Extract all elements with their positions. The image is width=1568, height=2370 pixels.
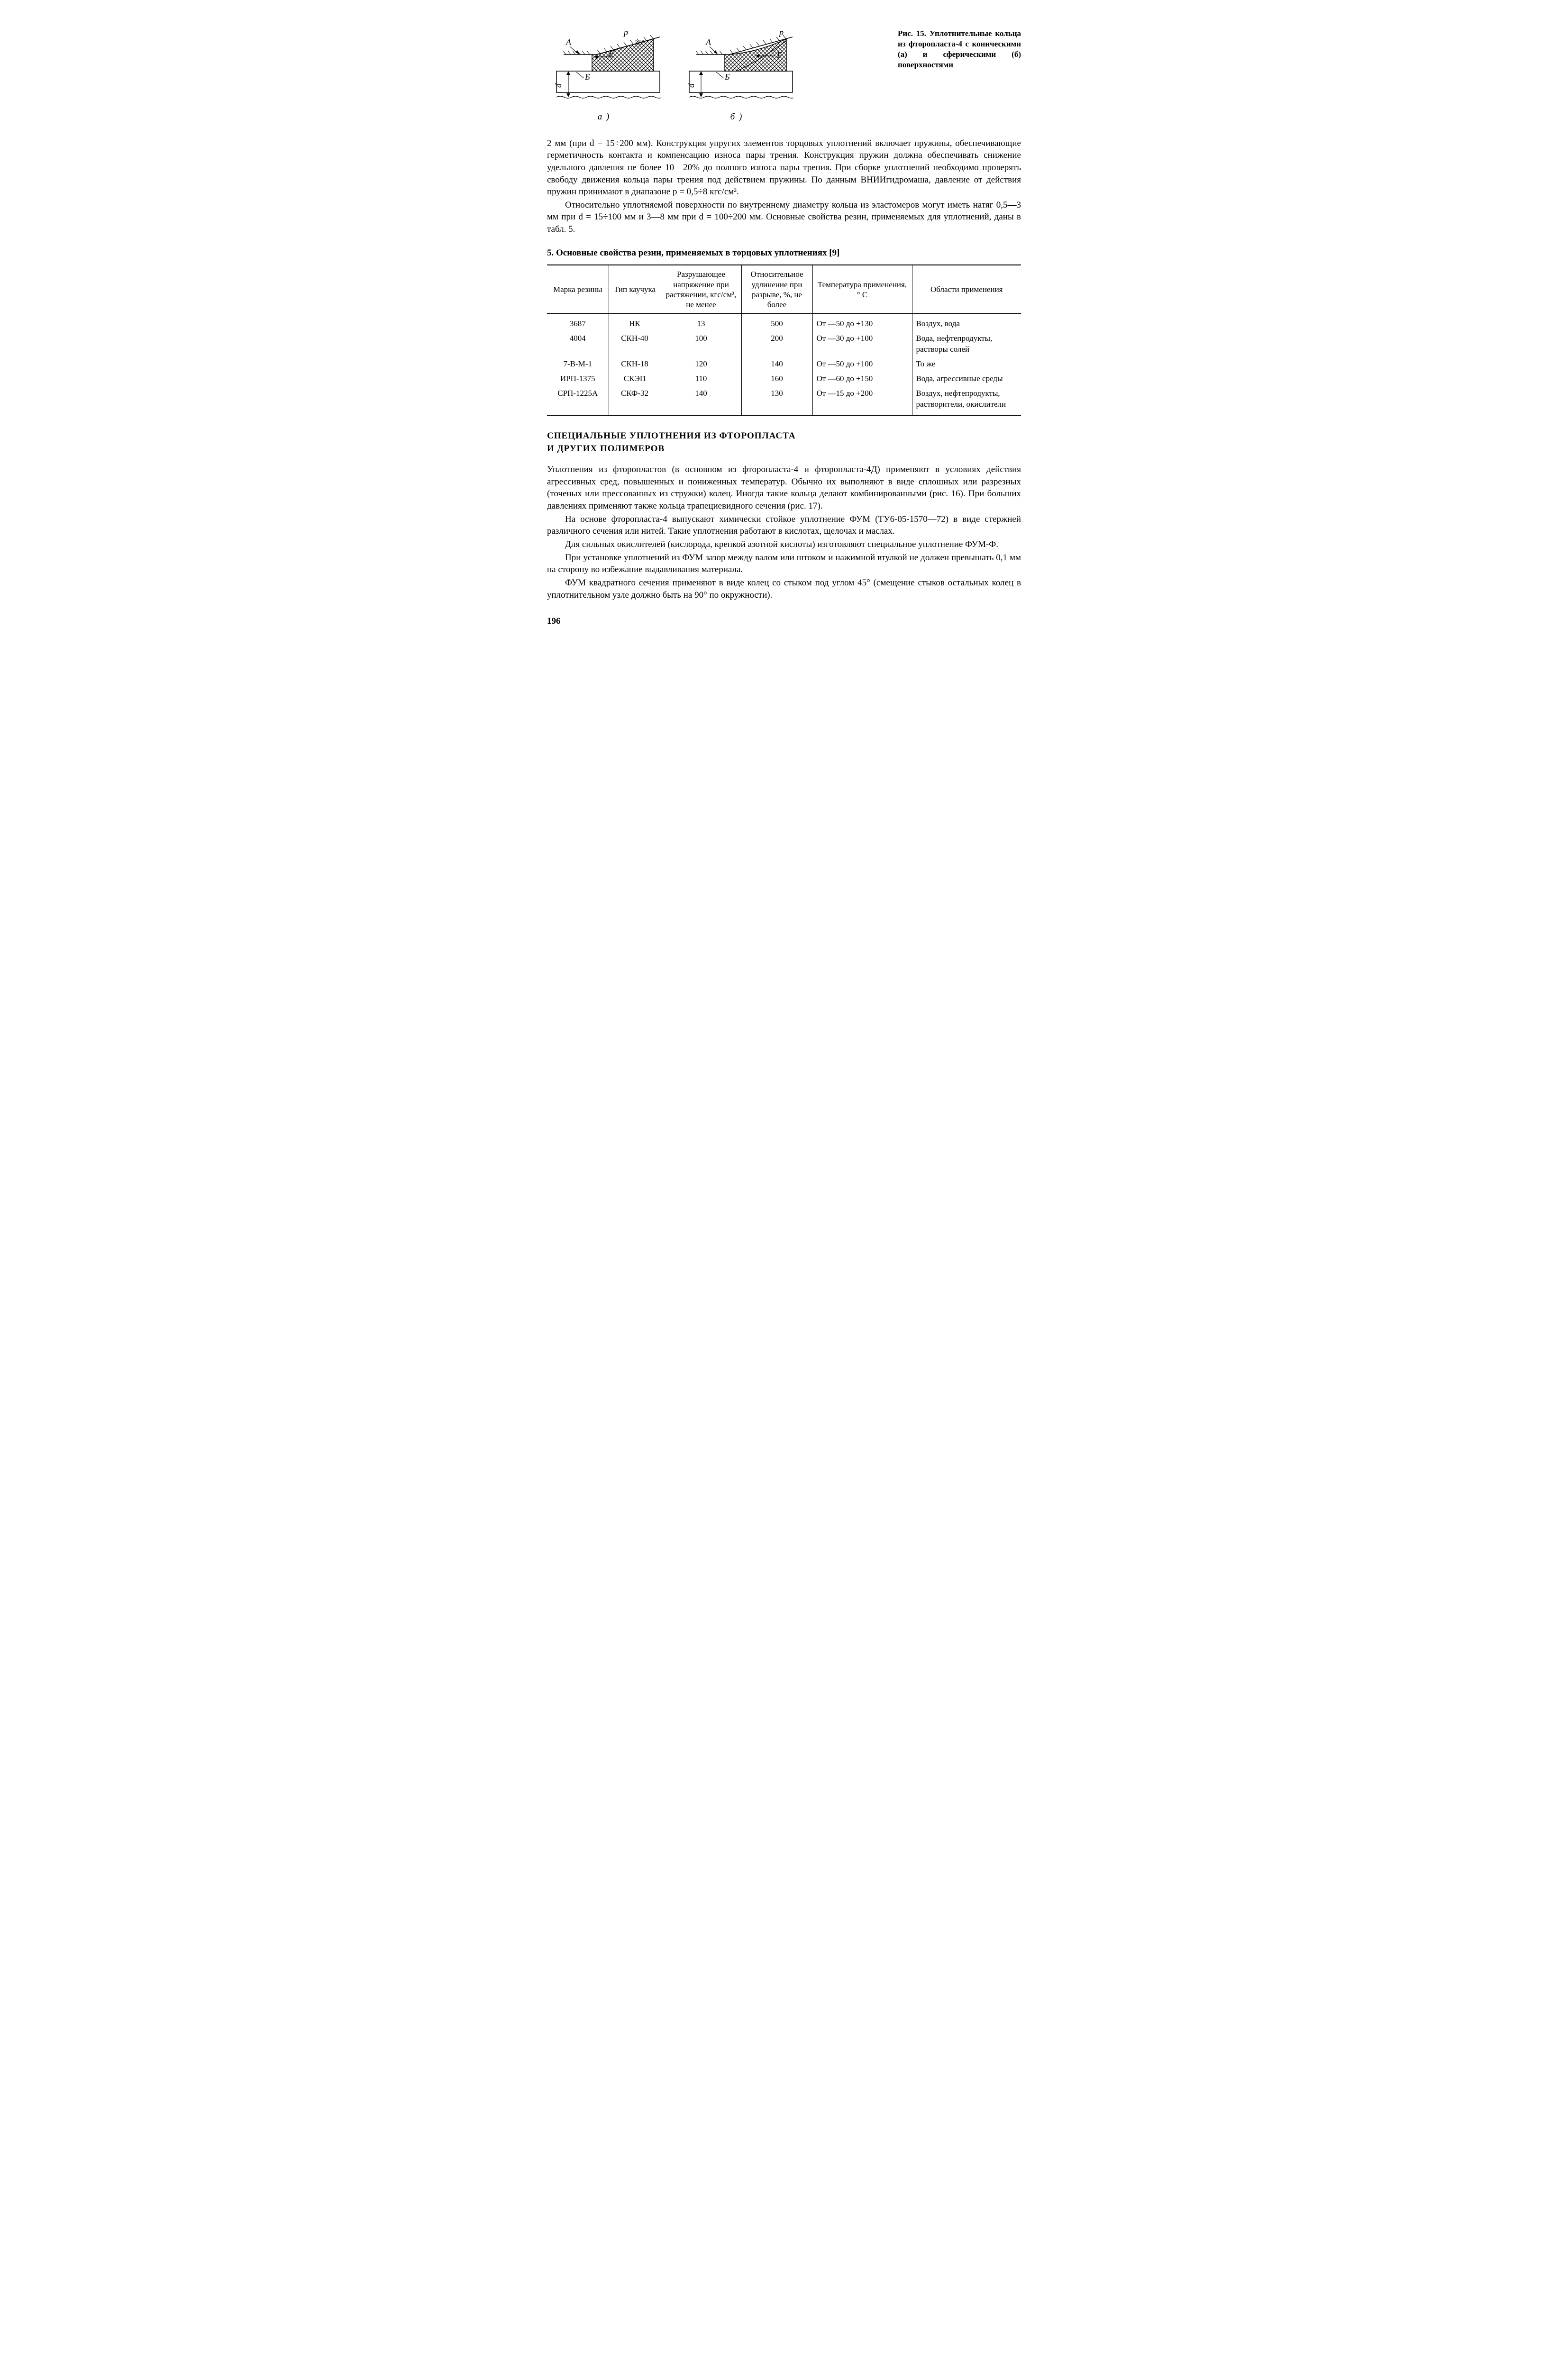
body-paragraph-2: Относительно уплотняемой поверхности по … [547,199,1021,236]
table-cell: 130 [741,386,812,415]
page-number: 196 [547,615,1021,628]
figure-diagram-pair: A p 30° F Б d а ) [547,28,888,123]
section-heading-line1: СПЕЦИАЛЬНЫЕ УПЛОТНЕНИЯ ИЗ ФТОРОПЛАСТА [547,431,796,441]
table-cell: 140 [741,357,812,372]
diagram-a-label: а ) [547,111,661,123]
section-heading-line2: И ДРУГИХ ПОЛИМЕРОВ [547,444,665,454]
table-header-row: Марка резиныТип каучукаРазрушающее напря… [547,265,1021,314]
table-cell: 200 [741,331,812,357]
table-cell: ИРП-1375 [547,372,609,386]
table-col-header: Тип каучука [609,265,661,314]
svg-text:d: d [554,83,563,88]
table-row: 4004СКН-40100200От —30 до +100Вода, нефт… [547,331,1021,357]
table-cell: 3687 [547,314,609,331]
table-cell: Воздух, нефтепродукты, растворители, оки… [912,386,1021,415]
figure-15: A p 30° F Б d а ) [547,28,1021,123]
table-cell: 100 [661,331,741,357]
table-cell: То же [912,357,1021,372]
table-col-header: Разрушающее напряжение при растяжении, к… [661,265,741,314]
table-cell: 110 [661,372,741,386]
table-cell: От —50 до +100 [812,357,912,372]
table-row: 3687НК13500От —50 до +130Воздух, вода [547,314,1021,331]
table-row: СРП-1225АСКФ-32140130От —15 до +200Возду… [547,386,1021,415]
svg-text:Б: Б [724,72,730,82]
diagram-b: A p F Б d б ) [680,28,793,123]
section-paragraph-5: ФУМ квадратного сечения применяют в виде… [547,577,1021,601]
table-cell: СКФ-32 [609,386,661,415]
svg-text:p: p [778,28,784,37]
svg-text:A: A [565,37,572,47]
table-col-header: Температура применения, ° С [812,265,912,314]
table-cell: Воздух, вода [912,314,1021,331]
table-cell: СРП-1225А [547,386,609,415]
svg-text:Б: Б [584,72,590,82]
table-col-header: Области применения [912,265,1021,314]
table-cell: От —30 до +100 [812,331,912,357]
svg-text:p: p [623,28,628,37]
figure-caption: Рис. 15. Уплотнительные кольца из фтороп… [898,28,1021,70]
svg-text:30°: 30° [635,39,645,47]
table-cell: СКН-40 [609,331,661,357]
table-cell: 13 [661,314,741,331]
table-cell: 120 [661,357,741,372]
table-row: ИРП-1375СКЭП110160От —60 до +150Вода, аг… [547,372,1021,386]
table-cell: От —15 до +200 [812,386,912,415]
table-row: 7-В-М-1СКН-18120140От —50 до +100То же [547,357,1021,372]
section-paragraph-3: Для сильных окислителей (кислорода, креп… [547,538,1021,551]
table-cell: 500 [741,314,812,331]
table-cell: 160 [741,372,812,386]
table-col-header: Относительное удлинение при разрыве, %, … [741,265,812,314]
svg-text:F: F [776,50,783,60]
section-paragraph-1: Уплотнения из фторопластов (в основном и… [547,464,1021,512]
section-heading: СПЕЦИАЛЬНЫЕ УПЛОТНЕНИЯ ИЗ ФТОРОПЛАСТА И … [547,430,1021,455]
svg-text:A: A [705,37,711,47]
section-paragraph-2: На основе фторопласта-4 выпускают химиче… [547,513,1021,538]
figure-caption-prefix: Рис. 15. [898,29,926,38]
svg-text:F: F [608,48,614,58]
table-cell: 140 [661,386,741,415]
svg-text:d: d [686,83,696,88]
table-cell: СКЭП [609,372,661,386]
table-cell: 4004 [547,331,609,357]
table-cell: От —50 до +130 [812,314,912,331]
section-paragraph-4: При установке уплотнений из ФУМ зазор ме… [547,552,1021,576]
table-cell: СКН-18 [609,357,661,372]
table-col-header: Марка резины [547,265,609,314]
table-cell: 7-В-М-1 [547,357,609,372]
table-cell: Вода, нефтепродукты, растворы солей [912,331,1021,357]
table-5: Марка резиныТип каучукаРазрушающее напря… [547,264,1021,416]
body-paragraph-1: 2 мм (при d = 15÷200 мм). Конструкция уп… [547,137,1021,198]
diagram-a: A p 30° F Б d а ) [547,28,661,123]
diagram-b-label: б ) [680,111,793,123]
table-cell: От —60 до +150 [812,372,912,386]
table-cell: НК [609,314,661,331]
table-cell: Вода, агрессивные среды [912,372,1021,386]
table-5-title: 5. Основные свойства резин, применяемых … [547,247,1021,259]
